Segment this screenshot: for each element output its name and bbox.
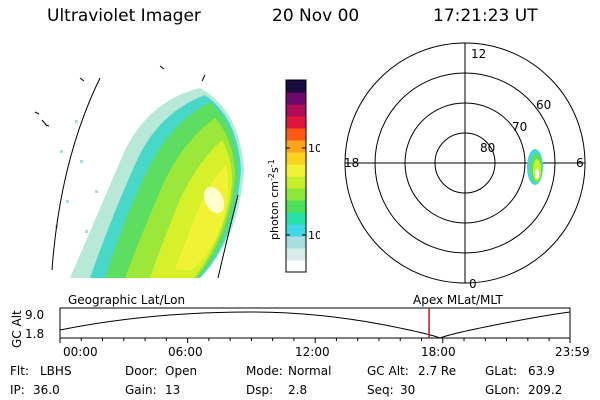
dsp-label: Dsp:: [246, 383, 274, 397]
color-bar-band: [286, 248, 306, 261]
seq-label: Seq:: [367, 383, 394, 397]
mlt-label-0: 0: [469, 277, 477, 290]
seq-value: 30: [400, 383, 416, 397]
polar-aurora-blob: [527, 149, 543, 185]
orbit-altitude-plot: Geographic Lat/Lon Apex MLat/MLT GC Alt …: [10, 293, 590, 359]
image-date: 20 Nov 00: [272, 6, 360, 26]
gc-alt-axis-label: GC Alt: [10, 310, 24, 348]
color-bar-band: [286, 176, 306, 189]
color-bar-band: [286, 116, 306, 129]
gcalt-label: GC Alt:: [367, 364, 409, 378]
altitude-curve: [59, 311, 571, 339]
mlat-label-70: 70: [512, 120, 527, 134]
glat-value: 63.9: [528, 364, 555, 378]
door-value: Open: [165, 364, 198, 378]
auroral-image-panel: [34, 65, 244, 279]
mlat-label-60: 60: [536, 98, 551, 112]
color-bar-band: [286, 188, 306, 201]
color-bar-band: [286, 80, 306, 93]
color-bar-band: [286, 200, 306, 213]
header-bar: Ultraviolet Imager 20 Nov 00 17:21:23 UT: [0, 0, 600, 36]
gain-value: 13: [165, 383, 181, 397]
mode-label: Mode:: [246, 364, 283, 378]
color-bar-ticks: [286, 147, 306, 236]
glat-label: GLat:: [485, 364, 518, 378]
instrument-title: Ultraviolet Imager: [47, 6, 201, 26]
apex-mlat-mlt-label: Apex MLat/MLT: [413, 293, 503, 307]
gain-label: Gain:: [125, 383, 157, 397]
time-tick-1800: 18:00: [421, 345, 456, 359]
color-bar-band: [286, 140, 306, 153]
alt-tick-9: 9.0: [25, 308, 44, 322]
color-bar: 100 10 photon cm-2s-1: [267, 79, 320, 273]
mode-value: Normal: [288, 364, 332, 378]
cbar-tick-100: 100: [308, 142, 320, 155]
ip-value: 36.0: [33, 383, 60, 397]
color-bar-gradient: [286, 80, 306, 273]
color-bar-band: [286, 164, 306, 177]
color-bar-band: [286, 236, 306, 249]
mlat-label-80: 80: [480, 141, 495, 155]
gcalt-value: 2.7 Re: [418, 364, 457, 378]
time-tick-0600: 06:00: [168, 345, 203, 359]
color-bar-band: [286, 224, 306, 237]
glon-value: 209.2: [528, 383, 563, 397]
time-tick-1200: 12:00: [295, 345, 330, 359]
cbar-tick-10: 10: [308, 229, 320, 242]
filter-value: LBHS: [40, 364, 72, 378]
mlt-label-18: 18: [344, 156, 359, 170]
image-time: 17:21:23 UT: [433, 6, 538, 26]
glon-label: GLon:: [485, 383, 520, 397]
alt-tick-1-8: 1.8: [25, 327, 44, 341]
auroral-emission-image: [49, 88, 244, 278]
polar-mlat-mlt-plot: 12 18 6 0 60 70 80: [344, 42, 586, 290]
geographic-latlon-label: Geographic Lat/Lon: [68, 293, 185, 307]
color-bar-band: [286, 92, 306, 105]
filter-label: Flt:: [10, 364, 29, 378]
mlt-label-6: 6: [576, 156, 584, 170]
door-label: Door:: [125, 364, 158, 378]
ip-label: IP:: [10, 383, 25, 397]
orbit-time-ticks: [59, 338, 571, 343]
time-tick-2359: 23:59: [555, 345, 590, 359]
mlt-label-12: 12: [471, 47, 486, 61]
color-bar-band: [286, 128, 306, 141]
time-tick-0000: 00:00: [63, 345, 98, 359]
color-bar-band: [286, 212, 306, 225]
color-bar-band: [286, 104, 306, 117]
orbit-plot-frame: [59, 307, 571, 339]
dsp-value: 2.8: [288, 383, 308, 397]
color-bar-band: [286, 152, 306, 165]
coastline-overlay: [34, 65, 239, 279]
cbar-unit-label: photon cm-2s-1: [267, 159, 281, 240]
color-bar-band: [286, 260, 306, 273]
